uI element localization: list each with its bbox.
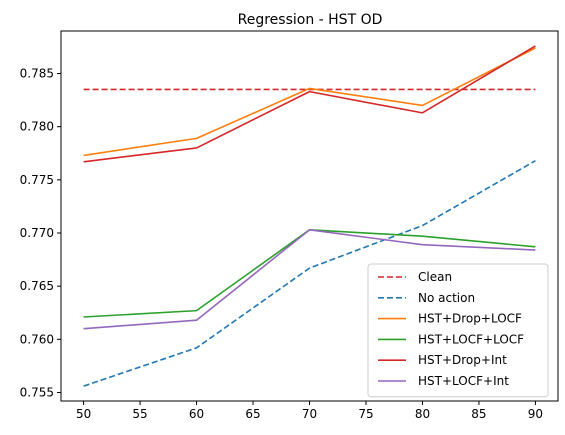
legend-label-hst-drop-locf: HST+Drop+LOCF	[418, 312, 522, 326]
series-line-no-action	[83, 160, 536, 387]
legend-box	[367, 263, 549, 398]
series-line-hst-locf-int	[83, 229, 536, 330]
y-tick-label: 0.785	[20, 67, 54, 81]
plot-lines	[83, 45, 536, 387]
x-tick-label: 65	[245, 407, 260, 421]
y-tick-label: 0.760	[20, 332, 54, 346]
series-line-hst-drop-int	[83, 45, 536, 163]
y-axis: 0.755 0.760 0.765 0.770 0.775 0.780 0.785	[20, 67, 61, 399]
legend-label-hst-drop-int: HST+Drop+Int	[418, 353, 507, 367]
x-tick-label: 90	[528, 407, 543, 421]
y-tick-label: 0.770	[20, 226, 54, 240]
x-tick-label: 50	[76, 407, 91, 421]
chart-title: Regression - HST OD	[238, 12, 383, 28]
legend-label-no-action: No action	[418, 291, 475, 305]
legend-label-hst-locf-locf: HST+LOCF+LOCF	[418, 332, 524, 346]
x-tick-label: 80	[415, 407, 430, 421]
legend-label-hst-locf-int: HST+LOCF+Int	[418, 374, 509, 388]
y-tick-label: 0.780	[20, 120, 54, 134]
x-tick-label: 55	[132, 407, 147, 421]
x-axis: 50 55 60 65 70 75 80 85 90	[76, 401, 543, 421]
x-tick-label: 85	[471, 407, 486, 421]
legend: Clean No action HST+Drop+LOCF HST+LOCF+LOCF…	[367, 263, 549, 398]
y-tick-label: 0.775	[20, 173, 54, 187]
y-tick-label: 0.765	[20, 279, 54, 293]
series-line-hst-drop-locf	[83, 47, 536, 157]
x-tick-label: 75	[358, 407, 373, 421]
legend-label-clean: Clean	[418, 270, 452, 284]
x-tick-label: 60	[189, 407, 204, 421]
y-tick-label: 0.755	[20, 385, 54, 399]
x-tick-label: 70	[302, 407, 317, 421]
